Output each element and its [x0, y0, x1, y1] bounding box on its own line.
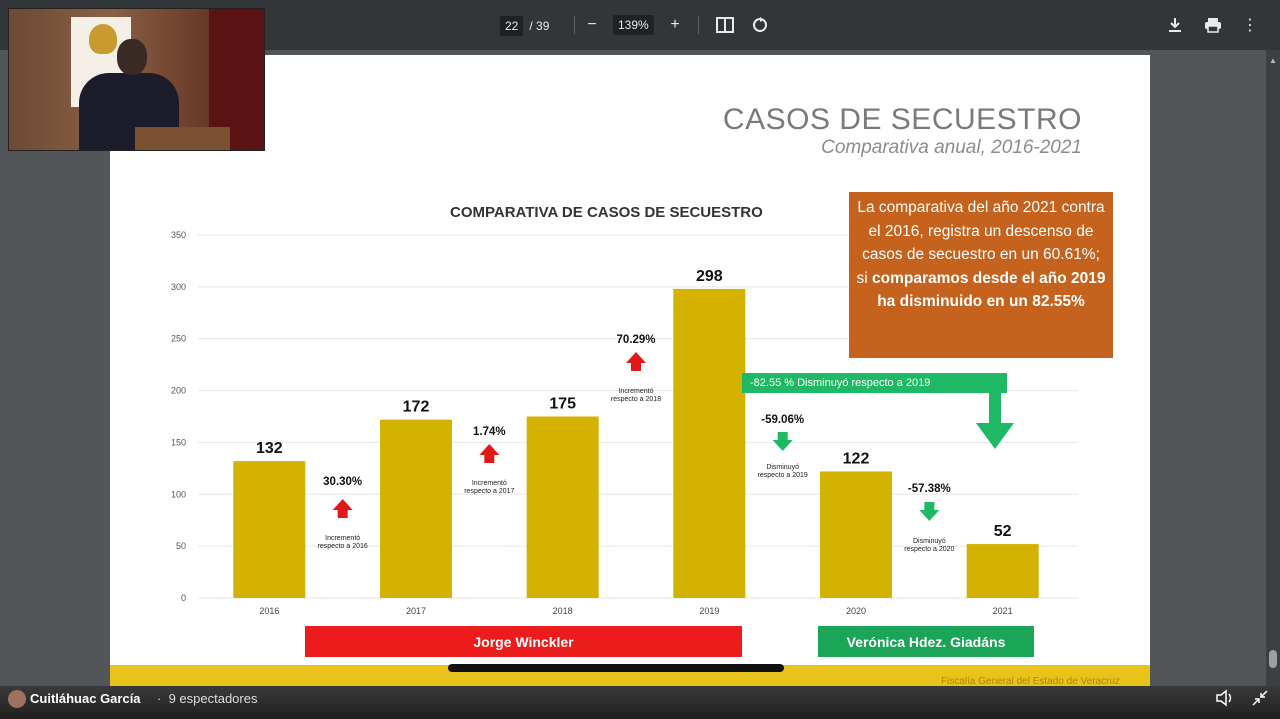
- bar-chart: 0 50 100 150 200 250 300 350 132 2016 172 2017 175 20…: [171, 230, 1078, 616]
- data-label: 172: [403, 399, 430, 416]
- data-label: 298: [696, 268, 723, 285]
- name-label-red: Jorge Winckler: [305, 626, 742, 657]
- annotation-text: respecto a 2018: [611, 396, 661, 403]
- rotate-icon[interactable]: [748, 13, 772, 37]
- green-banner: -82.55 % Disminuyó respecto a 2019: [742, 373, 1007, 393]
- annotation-text: Disminuyó: [766, 464, 799, 471]
- y-tick-label: 300: [171, 282, 186, 292]
- bar: [526, 416, 599, 598]
- slide-footer-text: Fiscalía General del Estado de Veracruz: [941, 676, 1120, 687]
- annotation-text: respecto a 2019: [758, 472, 808, 479]
- chart-title: COMPARATIVA DE CASOS DE SECUESTRO: [450, 204, 763, 221]
- name-label-green: Verónica Hdez. Giadáns: [818, 626, 1034, 657]
- y-tick-label: 200: [171, 386, 186, 396]
- volume-icon[interactable]: [1214, 689, 1236, 711]
- arrow-up-icon: [479, 444, 500, 455]
- download-icon[interactable]: [1163, 13, 1187, 37]
- annotation-text: respecto a 2020: [904, 546, 954, 553]
- arrow-up-icon: [337, 510, 348, 518]
- viewer-count: · 9 espectadores: [157, 691, 258, 706]
- slide-subtitle: Comparativa anual, 2016-2021: [821, 137, 1082, 158]
- bar: [966, 544, 1039, 598]
- page-current-input[interactable]: 22: [500, 16, 524, 36]
- x-tick-label: 2018: [553, 606, 573, 616]
- data-label: 122: [843, 450, 870, 467]
- pip-emblem: [89, 24, 117, 54]
- toolbar-divider: [698, 16, 699, 34]
- y-tick-label: 0: [181, 593, 186, 603]
- more-vert-icon[interactable]: ⋮: [1242, 17, 1258, 34]
- annotation-percent: -59.06%: [761, 414, 804, 426]
- annotation-text: Incrementó: [325, 535, 360, 542]
- annotation-text: respecto a 2016: [318, 543, 368, 550]
- x-tick-label: 2017: [406, 606, 426, 616]
- scroll-thumb[interactable]: [1269, 650, 1277, 668]
- y-tick-label: 350: [171, 230, 186, 240]
- arrow-up-icon: [332, 499, 353, 510]
- slide-page: CASOS DE SECUESTRO Comparativa anual, 20…: [110, 55, 1150, 687]
- y-tick-label: 250: [171, 334, 186, 344]
- annotation-text: Incrementó: [618, 388, 653, 395]
- pip-podium: [135, 127, 230, 150]
- data-label: 52: [994, 523, 1012, 540]
- toolbar-divider: [574, 16, 575, 34]
- data-label: 175: [549, 396, 576, 413]
- slide-footer-band: [110, 665, 1150, 687]
- bar: [233, 461, 306, 598]
- x-tick-label: 2020: [846, 606, 866, 616]
- live-info-bar: Cuitláhuac García · 9 espectadores: [0, 686, 1280, 719]
- x-tick-label: 2016: [259, 606, 279, 616]
- page-indicator[interactable]: 22 / 39: [500, 15, 549, 37]
- annotation-text: Incrementó: [472, 480, 507, 487]
- bar: [820, 471, 892, 598]
- y-tick-label: 50: [176, 541, 186, 551]
- avatar[interactable]: [8, 690, 26, 708]
- arrow-up-icon: [626, 352, 646, 363]
- arrow-down-icon: [924, 502, 935, 510]
- arrow-down-icon: [919, 510, 940, 521]
- bar: [380, 419, 452, 598]
- callout-box: La comparativa del año 2021 contra el 20…: [849, 192, 1113, 358]
- annotation-text: respecto a 2017: [464, 488, 514, 495]
- x-tick-label: 2019: [699, 606, 719, 616]
- channel-name[interactable]: Cuitláhuac García: [30, 691, 141, 706]
- pip-curtain: [209, 9, 264, 150]
- page-total: 39: [536, 19, 550, 33]
- y-tick-label: 100: [171, 489, 186, 499]
- big-down-arrow-icon: [976, 393, 1014, 449]
- arrow-up-icon: [631, 363, 641, 371]
- annotation-percent: 30.30%: [323, 476, 362, 488]
- x-tick-label: 2021: [993, 606, 1013, 616]
- data-label: 132: [256, 440, 283, 457]
- callout-text: La comparativa del año 2021 contra el 20…: [856, 199, 1105, 287]
- y-tick-label: 150: [171, 437, 186, 447]
- scroll-up-icon[interactable]: ▲: [1269, 56, 1277, 65]
- collapse-icon[interactable]: [1249, 689, 1271, 711]
- annotation-percent: 1.74%: [473, 426, 506, 438]
- page-sep: / 39: [529, 19, 550, 33]
- annotation-text: Disminuyó: [913, 538, 946, 545]
- video-progress-bar[interactable]: [448, 664, 784, 672]
- slide-title: CASOS DE SECUESTRO: [722, 103, 1082, 136]
- zoom-input[interactable]: 139%: [613, 15, 654, 35]
- fit-page-icon[interactable]: [713, 13, 737, 37]
- minus-icon[interactable]: −: [587, 16, 597, 33]
- arrow-down-icon: [777, 432, 788, 440]
- print-icon[interactable]: [1201, 13, 1225, 37]
- callout-bold-text: comparamos desde el año 2019 ha disminui…: [872, 269, 1106, 311]
- annotation-percent: -57.38%: [908, 483, 951, 495]
- arrow-down-icon: [772, 440, 793, 451]
- plus-icon[interactable]: +: [670, 16, 680, 33]
- camera-pip[interactable]: [8, 8, 265, 151]
- annotation-percent: 70.29%: [616, 334, 655, 346]
- scrollbar[interactable]: ▲: [1266, 50, 1280, 686]
- bar: [673, 288, 746, 598]
- arrow-up-icon: [484, 455, 495, 463]
